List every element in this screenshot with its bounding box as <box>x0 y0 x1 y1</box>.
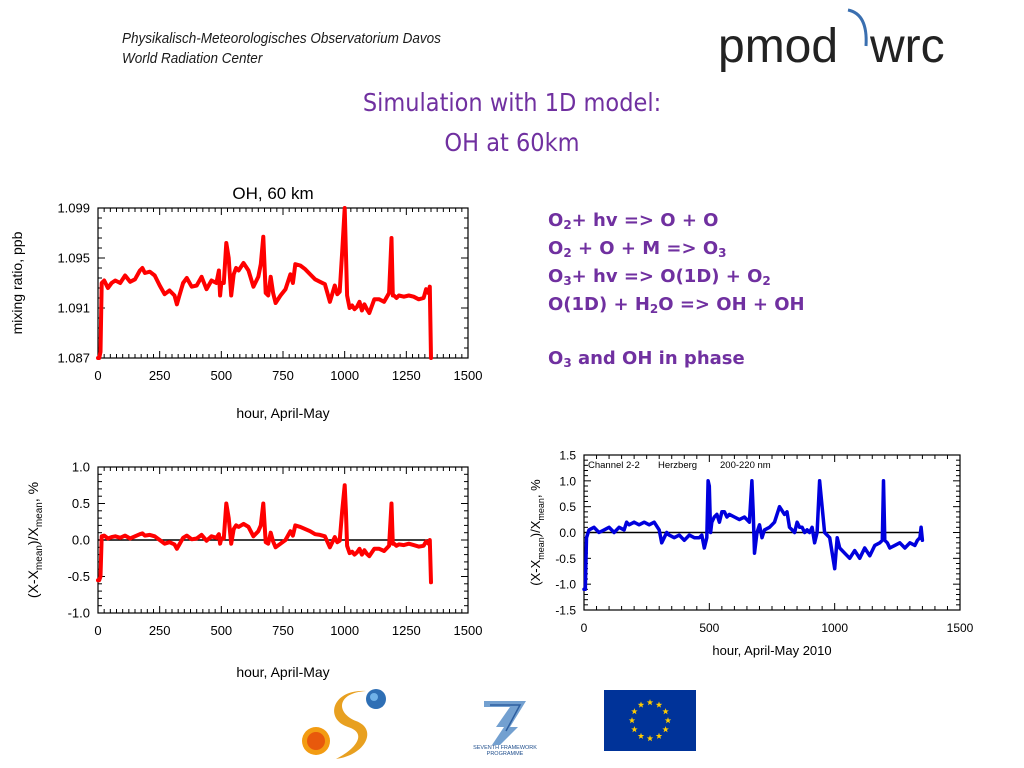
x-tick-label: 0 <box>94 623 101 638</box>
y-tick-label: 0.5 <box>559 500 576 514</box>
y-tick-label: 1.091 <box>57 301 90 316</box>
eu-star <box>662 726 669 733</box>
series-line <box>582 479 925 592</box>
x-tick-label: 500 <box>210 623 232 638</box>
eu-star <box>631 708 638 715</box>
fp7-text-line-2: PROGRAMME <box>487 751 524 757</box>
eu-star <box>646 735 654 742</box>
y-tick-label: -1.0 <box>68 606 90 621</box>
x-tick-label: 1000 <box>330 368 359 383</box>
reaction-4: O(1D) + H2O => OH + OH <box>548 294 805 316</box>
y-tick-label: 1.095 <box>57 251 90 266</box>
slide-title-line-1: Simulation with 1D model: <box>362 88 662 117</box>
x-tick-label: 250 <box>149 368 171 383</box>
chart-annotation: Herzberg <box>658 460 697 471</box>
x-tick-label: 1000 <box>821 621 848 635</box>
x-tick-label: 0 <box>94 368 101 383</box>
eu-star <box>662 708 669 715</box>
y-axis-label: (X-Xmean)/Xmean, % <box>528 479 546 586</box>
y-tick-label: -0.5 <box>68 569 90 584</box>
x-tick-label: 1250 <box>392 623 421 638</box>
eu-flag-logo <box>604 690 696 751</box>
fp7-text-line-1: SEVENTH FRAMEWORK <box>473 745 537 751</box>
y-tick-label: 1.099 <box>57 201 90 216</box>
y-tick-label: -0.5 <box>555 552 576 566</box>
phase-note: O3 and OH in phase <box>548 348 745 370</box>
y-tick-label: 0.0 <box>559 526 576 540</box>
logo-text-pmod: pmod <box>718 20 838 73</box>
series-line <box>96 206 433 360</box>
chart-annotation: Channel 2-2 <box>588 460 640 471</box>
y-tick-label: 1.0 <box>72 460 90 475</box>
chart-title: OH, 60 km <box>232 184 313 203</box>
plot-frame <box>97 207 469 359</box>
reaction-1: O2+ hv => O + O <box>548 210 719 232</box>
eu-star <box>664 717 672 724</box>
x-axis-label: hour, April-May <box>236 664 329 680</box>
oh-mixing-ratio-chart: 0 250 500 750 1000 1250 1500 1.087 1.091 1.095 1.0… <box>9 184 483 421</box>
x-tick-label: 0 <box>581 621 588 635</box>
y-axis-label: (X-Xmean)/Xmean, % <box>25 482 45 598</box>
logo-text-wrc: wrc <box>869 20 945 73</box>
x-tick-label: 1000 <box>330 623 359 638</box>
x-tick-label: 250 <box>149 623 171 638</box>
y-axis-label: mixing ratio, ppb <box>9 231 25 334</box>
slide-title-line-2: OH at 60km <box>444 128 580 157</box>
y-tick-label: 0.0 <box>72 533 90 548</box>
y-tick-label: 1.5 <box>559 449 576 463</box>
fp7-logo: SEVENTH FRAMEWORK PROGRAMME <box>473 701 537 757</box>
x-axis-label: hour, April-May 2010 <box>712 643 831 658</box>
x-tick-label: 1250 <box>392 368 421 383</box>
sos-logo <box>302 689 386 759</box>
institution-name: Physikalisch-Meteorologisches Observator… <box>122 29 441 69</box>
oh-relative-deviation-chart: 0 250 500 750 1000 1250 1500 -1.0 -0.5 0.0 0.5 1.0 h… <box>25 460 483 681</box>
eu-star <box>631 726 638 733</box>
y-tick-label: 1.0 <box>559 474 576 488</box>
x-tick-label: 500 <box>699 621 719 635</box>
eu-star <box>637 701 645 708</box>
chart-annotation: 200-220 nm <box>720 460 771 471</box>
x-tick-label: 1500 <box>454 623 483 638</box>
y-tick-label: 1.087 <box>57 351 90 366</box>
eu-star <box>646 699 654 706</box>
eu-star <box>628 717 636 724</box>
x-tick-label: 500 <box>210 368 232 383</box>
eu-star <box>655 701 663 708</box>
reaction-3: O3+ hv => O(1D) + O2 <box>548 266 771 288</box>
x-tick-label: 1500 <box>454 368 483 383</box>
x-axis-label: hour, April-May <box>236 405 329 421</box>
y-tick-label: -1.5 <box>555 604 576 618</box>
x-tick-label: 750 <box>272 368 294 383</box>
o3-relative-deviation-chart: 0 500 1000 1500 -1.5 -1.0 -0.5 0.0 0.5 1.0 1.5 Chan… <box>528 449 974 659</box>
series-line <box>96 483 433 585</box>
reaction-2: O2 + O + M => O3 <box>548 238 727 260</box>
eu-star <box>655 732 663 739</box>
pmod-wrc-logo: pmod wrc <box>718 8 945 73</box>
institution-line-1: Physikalisch-Meteorologisches Observator… <box>122 30 441 47</box>
institution-line-2: World Radiation Center <box>122 50 263 67</box>
x-tick-label: 1500 <box>947 621 974 635</box>
y-tick-label: 0.5 <box>72 496 90 511</box>
eu-star <box>637 732 645 739</box>
x-tick-label: 750 <box>272 623 294 638</box>
y-tick-label: -1.0 <box>555 578 576 592</box>
